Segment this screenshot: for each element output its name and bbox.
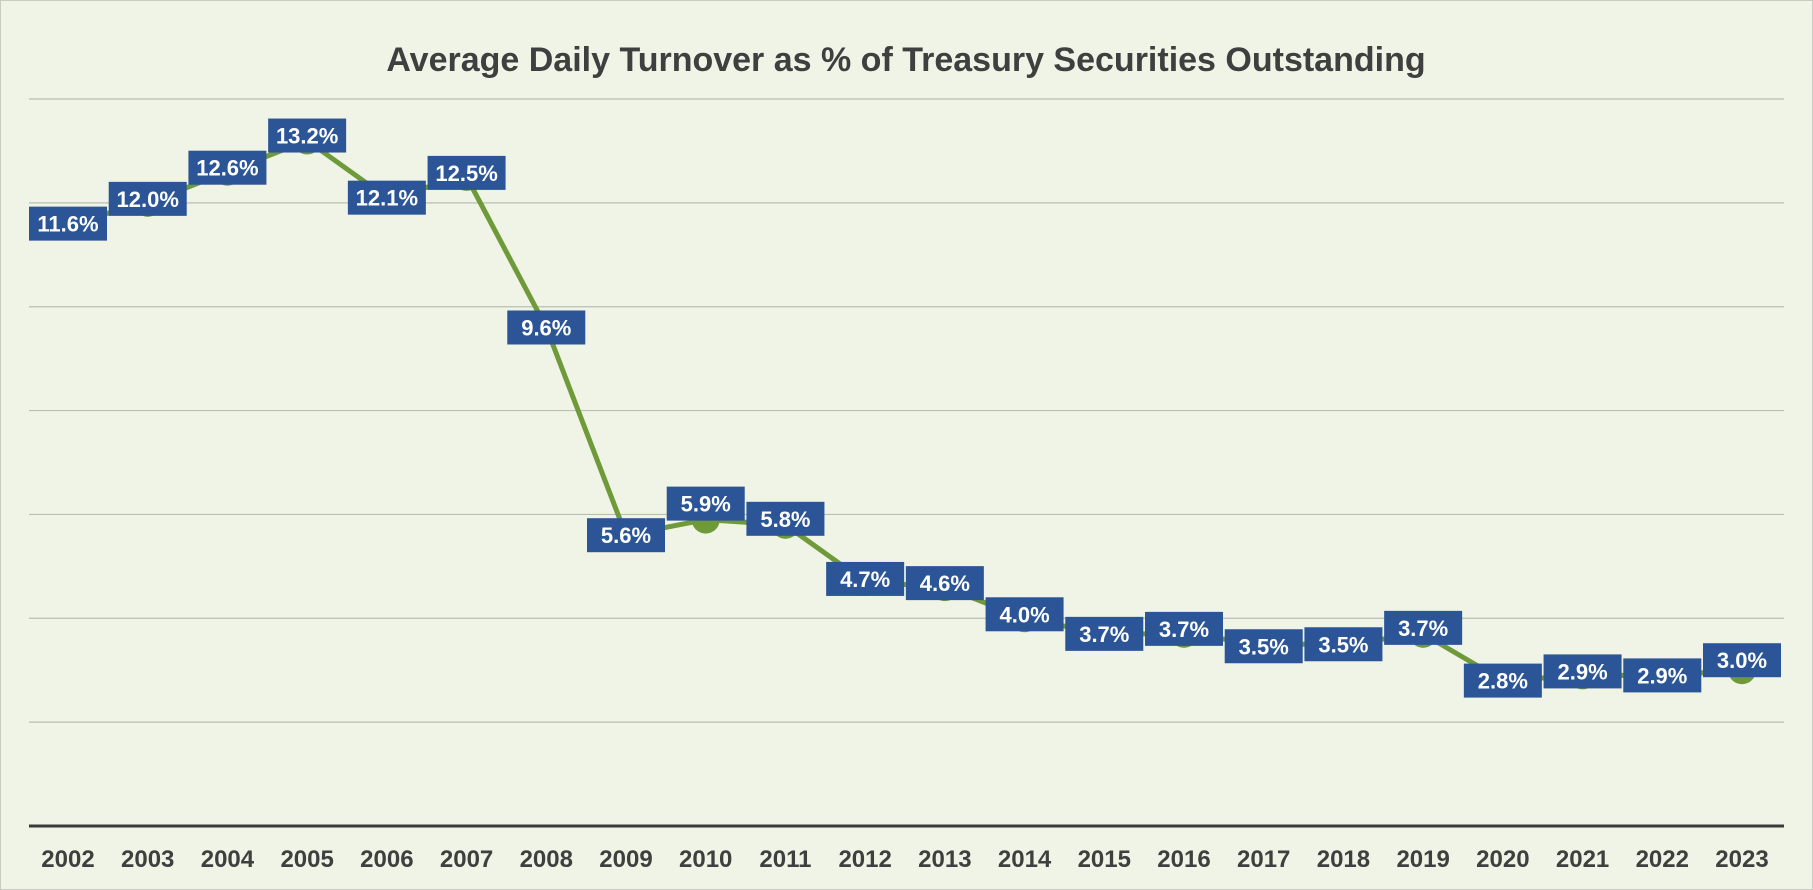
data-label-box — [347, 180, 426, 215]
data-label: 11.6% — [37, 212, 98, 237]
x-tick-label: 2005 — [280, 846, 333, 873]
data-label-box — [746, 501, 825, 536]
series-line — [65, 138, 1745, 684]
gridlines — [29, 98, 1784, 723]
x-tick-label: 2014 — [998, 846, 1052, 873]
x-tick-label: 2022 — [1636, 846, 1689, 873]
data-label-box — [1145, 611, 1223, 646]
data-label: 12.0% — [117, 187, 179, 212]
data-label: 2.9% — [1637, 663, 1687, 688]
x-tick-labels: 2002 2003 2004 2005 2006 2007 2008 2009 2010 2011… — [41, 846, 1768, 873]
data-label: 3.5% — [1239, 634, 1289, 659]
x-tick-label: 2010 — [679, 846, 732, 873]
x-tick-label: 2009 — [599, 846, 652, 873]
x-tick-label: 2008 — [520, 846, 573, 873]
data-label-box — [1304, 627, 1383, 662]
data-label: 12.1% — [356, 186, 418, 211]
data-label: 12.6% — [196, 156, 258, 181]
data-label-box — [587, 518, 665, 553]
data-label-box — [1703, 643, 1781, 678]
x-tick-label: 2019 — [1396, 846, 1449, 873]
data-label: 5.9% — [681, 492, 731, 517]
x-tick-label: 2012 — [838, 846, 891, 873]
data-label: 3.7% — [1159, 617, 1209, 642]
data-label-box — [666, 486, 745, 521]
data-label-box — [1463, 663, 1542, 698]
data-label-box — [1224, 629, 1303, 664]
data-label-box — [1623, 658, 1702, 693]
data-label-box — [1384, 610, 1463, 645]
data-label: 4.0% — [999, 602, 1049, 627]
x-tick-label: 2015 — [1078, 846, 1131, 873]
x-tick-label: 2002 — [41, 846, 94, 873]
x-tick-label: 2016 — [1157, 846, 1210, 873]
x-tick-label: 2017 — [1237, 846, 1290, 873]
x-tick-label: 2013 — [918, 846, 971, 873]
data-label: 4.6% — [920, 571, 970, 596]
data-label-box — [29, 206, 107, 241]
x-tick-label: 2006 — [360, 846, 413, 873]
x-tick-label: 2023 — [1715, 846, 1768, 873]
data-labels: 11.6% 12.0% 12.6% 13.2% 12.1% 12.5% 9.6% 5.6% 5.… — [29, 118, 1781, 698]
x-tick-label: 2021 — [1556, 846, 1609, 873]
data-label-box — [1543, 654, 1622, 689]
data-label-box — [108, 181, 187, 216]
data-label-box — [427, 155, 506, 190]
data-label: 2.9% — [1557, 659, 1607, 684]
x-tick-label: 2004 — [201, 846, 255, 873]
data-label: 2.8% — [1478, 669, 1528, 694]
x-tick-label: 2020 — [1476, 846, 1529, 873]
data-label: 9.6% — [521, 315, 571, 340]
x-tick-label: 2007 — [440, 846, 493, 873]
data-label-box — [268, 118, 347, 153]
chart-title: Average Daily Turnover as % of Treasury … — [386, 41, 1425, 79]
data-label-box — [507, 310, 586, 345]
data-label-box — [1065, 616, 1144, 651]
x-tick-label: 2018 — [1317, 846, 1370, 873]
data-label: 5.6% — [601, 523, 651, 548]
x-tick-label: 2011 — [759, 846, 811, 873]
data-label: 12.5% — [435, 161, 497, 186]
data-label: 3.7% — [1398, 616, 1448, 641]
data-label: 3.7% — [1079, 622, 1129, 647]
data-label: 5.8% — [760, 507, 810, 532]
data-label-box — [985, 597, 1064, 632]
series — [65, 138, 1745, 684]
data-label: 13.2% — [276, 124, 338, 149]
data-label-box — [826, 561, 905, 596]
data-label: 3.0% — [1717, 648, 1767, 673]
data-label-box — [905, 566, 984, 601]
data-label: 3.5% — [1318, 632, 1368, 657]
data-label: 4.7% — [840, 567, 890, 592]
x-tick-label: 2003 — [121, 846, 174, 873]
data-label-box — [188, 150, 267, 185]
